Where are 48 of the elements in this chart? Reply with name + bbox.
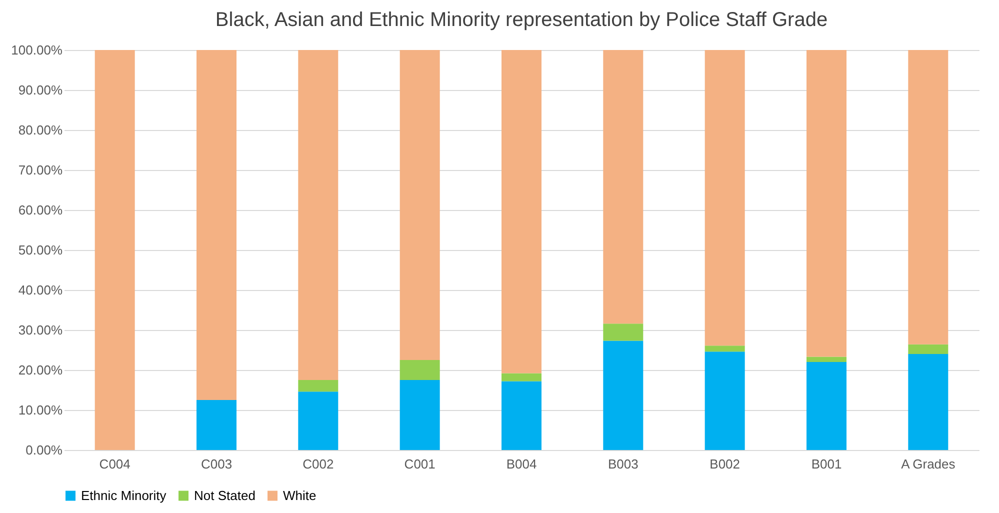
- bar: [704, 50, 745, 346]
- bar: [502, 373, 542, 382]
- bar: [908, 50, 948, 344]
- x-tick-label: C001: [404, 456, 436, 472]
- y-tick-label: 50.00%: [18, 242, 63, 258]
- y-tick-label: 60.00%: [18, 202, 63, 218]
- chart-title: Black, Asian and Ethnic Minority representation by Police Staff Grade: [215, 9, 828, 31]
- bar: [704, 346, 745, 352]
- bar: [400, 380, 440, 450]
- bar: [806, 50, 846, 357]
- bar: [400, 50, 440, 360]
- bar: [502, 381, 542, 450]
- bar: [603, 340, 644, 450]
- bar: [603, 324, 644, 341]
- x-tick-label: B001: [811, 456, 842, 472]
- legend-label: Ethnic Minority: [81, 488, 167, 503]
- y-tick-label: 20.00%: [18, 362, 63, 378]
- y-tick-label: 10.00%: [18, 402, 63, 418]
- y-tick-label: 70.00%: [18, 162, 63, 178]
- bar: [298, 380, 338, 392]
- x-tick-label: C002: [302, 456, 334, 472]
- x-tick-label: B004: [506, 456, 537, 472]
- bar: [806, 362, 846, 450]
- bar: [298, 392, 338, 450]
- legend-label: White: [283, 488, 316, 503]
- legend-label: Not Stated: [194, 488, 256, 503]
- bar: [603, 50, 644, 324]
- y-tick-label: 80.00%: [18, 122, 63, 138]
- x-tick-label: C003: [200, 456, 232, 472]
- bar: [196, 400, 236, 450]
- bar: [196, 50, 236, 400]
- y-tick-label: 40.00%: [18, 282, 63, 298]
- bar: [502, 50, 542, 374]
- y-tick-label: 100.00%: [11, 42, 63, 58]
- y-tick-label: 30.00%: [18, 322, 63, 338]
- bar: [704, 352, 745, 450]
- x-tick-label: A Grades: [901, 456, 956, 472]
- bar: [298, 50, 338, 380]
- y-tick-label: 90.00%: [18, 82, 63, 98]
- x-tick-label: C004: [99, 456, 130, 472]
- bar: [908, 344, 948, 354]
- x-tick-label: B002: [710, 456, 740, 472]
- x-tick-label: B003: [608, 456, 638, 472]
- bar: [806, 356, 846, 362]
- bar: [94, 50, 135, 450]
- bar: [400, 360, 440, 380]
- y-tick-label: 0.00%: [26, 442, 63, 458]
- bar: [908, 354, 948, 450]
